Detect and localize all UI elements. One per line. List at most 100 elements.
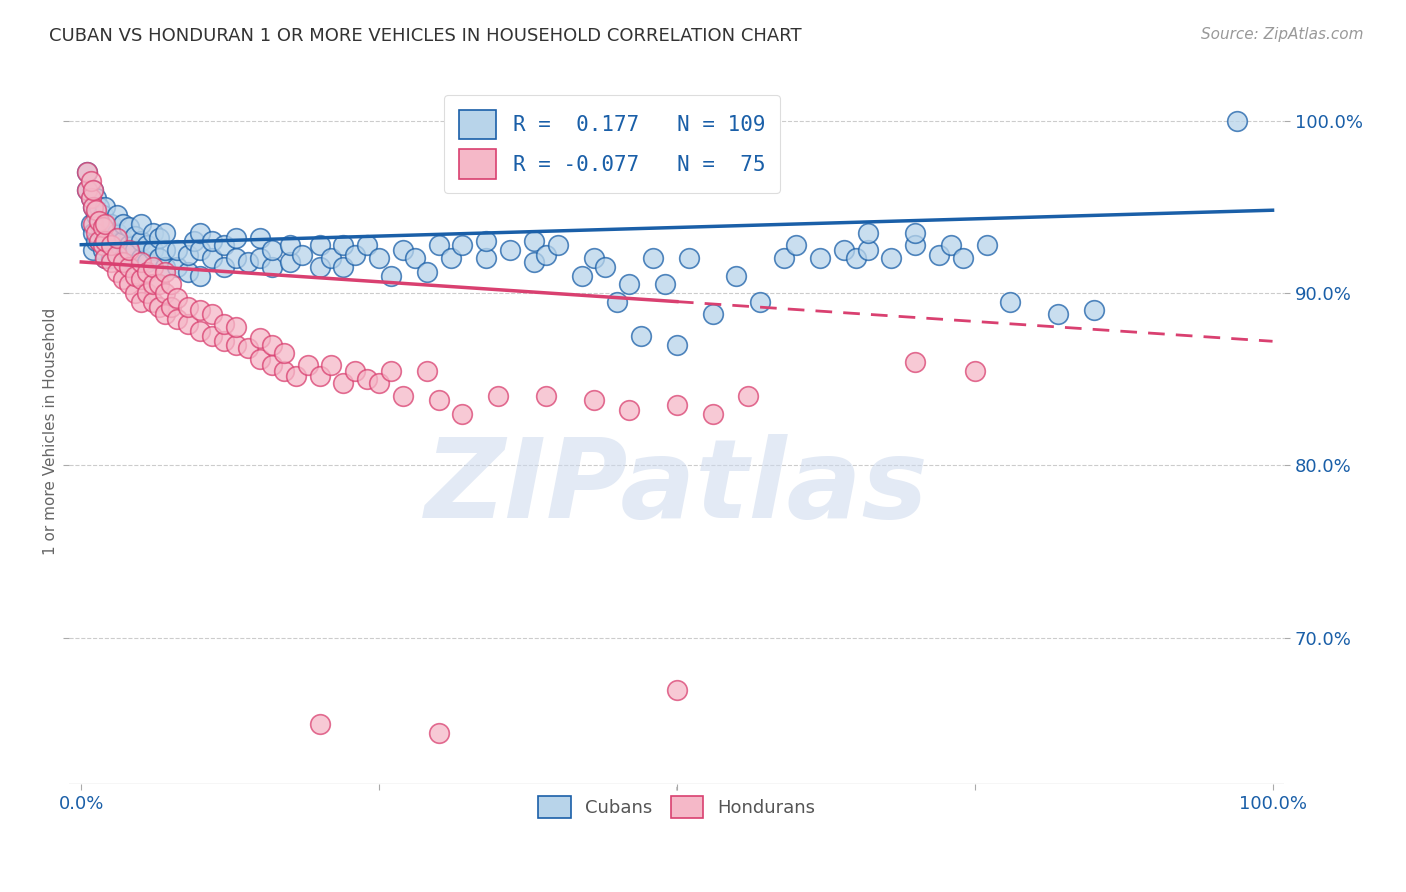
Point xyxy=(1047,307,1070,321)
Point xyxy=(749,294,772,309)
Point xyxy=(380,268,402,283)
Point xyxy=(665,398,688,412)
Point xyxy=(89,234,111,248)
Point xyxy=(84,208,107,222)
Point xyxy=(737,389,759,403)
Point xyxy=(91,226,114,240)
Point xyxy=(249,252,271,266)
Point xyxy=(142,294,165,309)
Point xyxy=(94,252,117,266)
Point xyxy=(80,174,103,188)
Point xyxy=(148,300,170,314)
Point xyxy=(82,243,104,257)
Point xyxy=(595,260,617,274)
Point xyxy=(148,277,170,292)
Point xyxy=(427,237,450,252)
Point xyxy=(82,217,104,231)
Point xyxy=(89,213,111,227)
Point xyxy=(82,182,104,196)
Point xyxy=(654,277,676,292)
Legend: Cubans, Hondurans: Cubans, Hondurans xyxy=(531,789,823,825)
Point xyxy=(84,234,107,248)
Point xyxy=(963,363,986,377)
Point xyxy=(105,248,128,262)
Point xyxy=(118,260,141,274)
Point xyxy=(368,252,391,266)
Point xyxy=(523,255,546,269)
Point xyxy=(80,217,103,231)
Point xyxy=(534,248,557,262)
Point xyxy=(547,237,569,252)
Point xyxy=(534,389,557,403)
Point xyxy=(166,260,188,274)
Point xyxy=(260,243,283,257)
Point xyxy=(129,272,152,286)
Point xyxy=(94,217,117,231)
Point xyxy=(260,260,283,274)
Point xyxy=(344,363,367,377)
Point xyxy=(606,294,628,309)
Point xyxy=(148,231,170,245)
Point xyxy=(105,231,128,245)
Point xyxy=(332,376,354,390)
Point xyxy=(124,229,146,244)
Point xyxy=(665,682,688,697)
Point xyxy=(94,234,117,248)
Point xyxy=(630,329,652,343)
Point xyxy=(308,237,330,252)
Point xyxy=(416,363,439,377)
Point xyxy=(190,243,212,257)
Point xyxy=(153,285,176,300)
Point xyxy=(725,268,748,283)
Point xyxy=(702,407,724,421)
Point xyxy=(129,255,152,269)
Point xyxy=(105,208,128,222)
Point xyxy=(928,248,950,262)
Point xyxy=(225,337,247,351)
Point xyxy=(278,237,301,252)
Point xyxy=(91,243,114,257)
Point xyxy=(76,182,98,196)
Point xyxy=(249,331,271,345)
Point xyxy=(939,237,962,252)
Point xyxy=(451,237,474,252)
Point xyxy=(904,226,927,240)
Point xyxy=(201,329,224,343)
Point xyxy=(880,252,903,266)
Point xyxy=(89,200,111,214)
Point xyxy=(183,234,205,248)
Point xyxy=(153,243,176,257)
Point xyxy=(190,268,212,283)
Point xyxy=(96,217,118,231)
Point xyxy=(177,317,200,331)
Point xyxy=(297,359,319,373)
Point xyxy=(212,260,235,274)
Point xyxy=(105,243,128,257)
Point xyxy=(278,255,301,269)
Point xyxy=(118,237,141,252)
Point xyxy=(135,237,157,252)
Point xyxy=(76,165,98,179)
Point xyxy=(356,372,378,386)
Point xyxy=(486,389,509,403)
Point xyxy=(142,226,165,240)
Point xyxy=(392,243,415,257)
Point xyxy=(904,355,927,369)
Point xyxy=(582,252,605,266)
Point xyxy=(190,303,212,318)
Point xyxy=(100,237,122,252)
Point xyxy=(332,237,354,252)
Point xyxy=(153,226,176,240)
Point xyxy=(111,272,134,286)
Point xyxy=(84,191,107,205)
Point xyxy=(118,252,141,266)
Point xyxy=(260,359,283,373)
Point xyxy=(201,234,224,248)
Point xyxy=(190,226,212,240)
Point xyxy=(84,203,107,218)
Point xyxy=(111,255,134,269)
Point xyxy=(249,351,271,366)
Point xyxy=(201,307,224,321)
Point xyxy=(332,260,354,274)
Point xyxy=(571,268,593,283)
